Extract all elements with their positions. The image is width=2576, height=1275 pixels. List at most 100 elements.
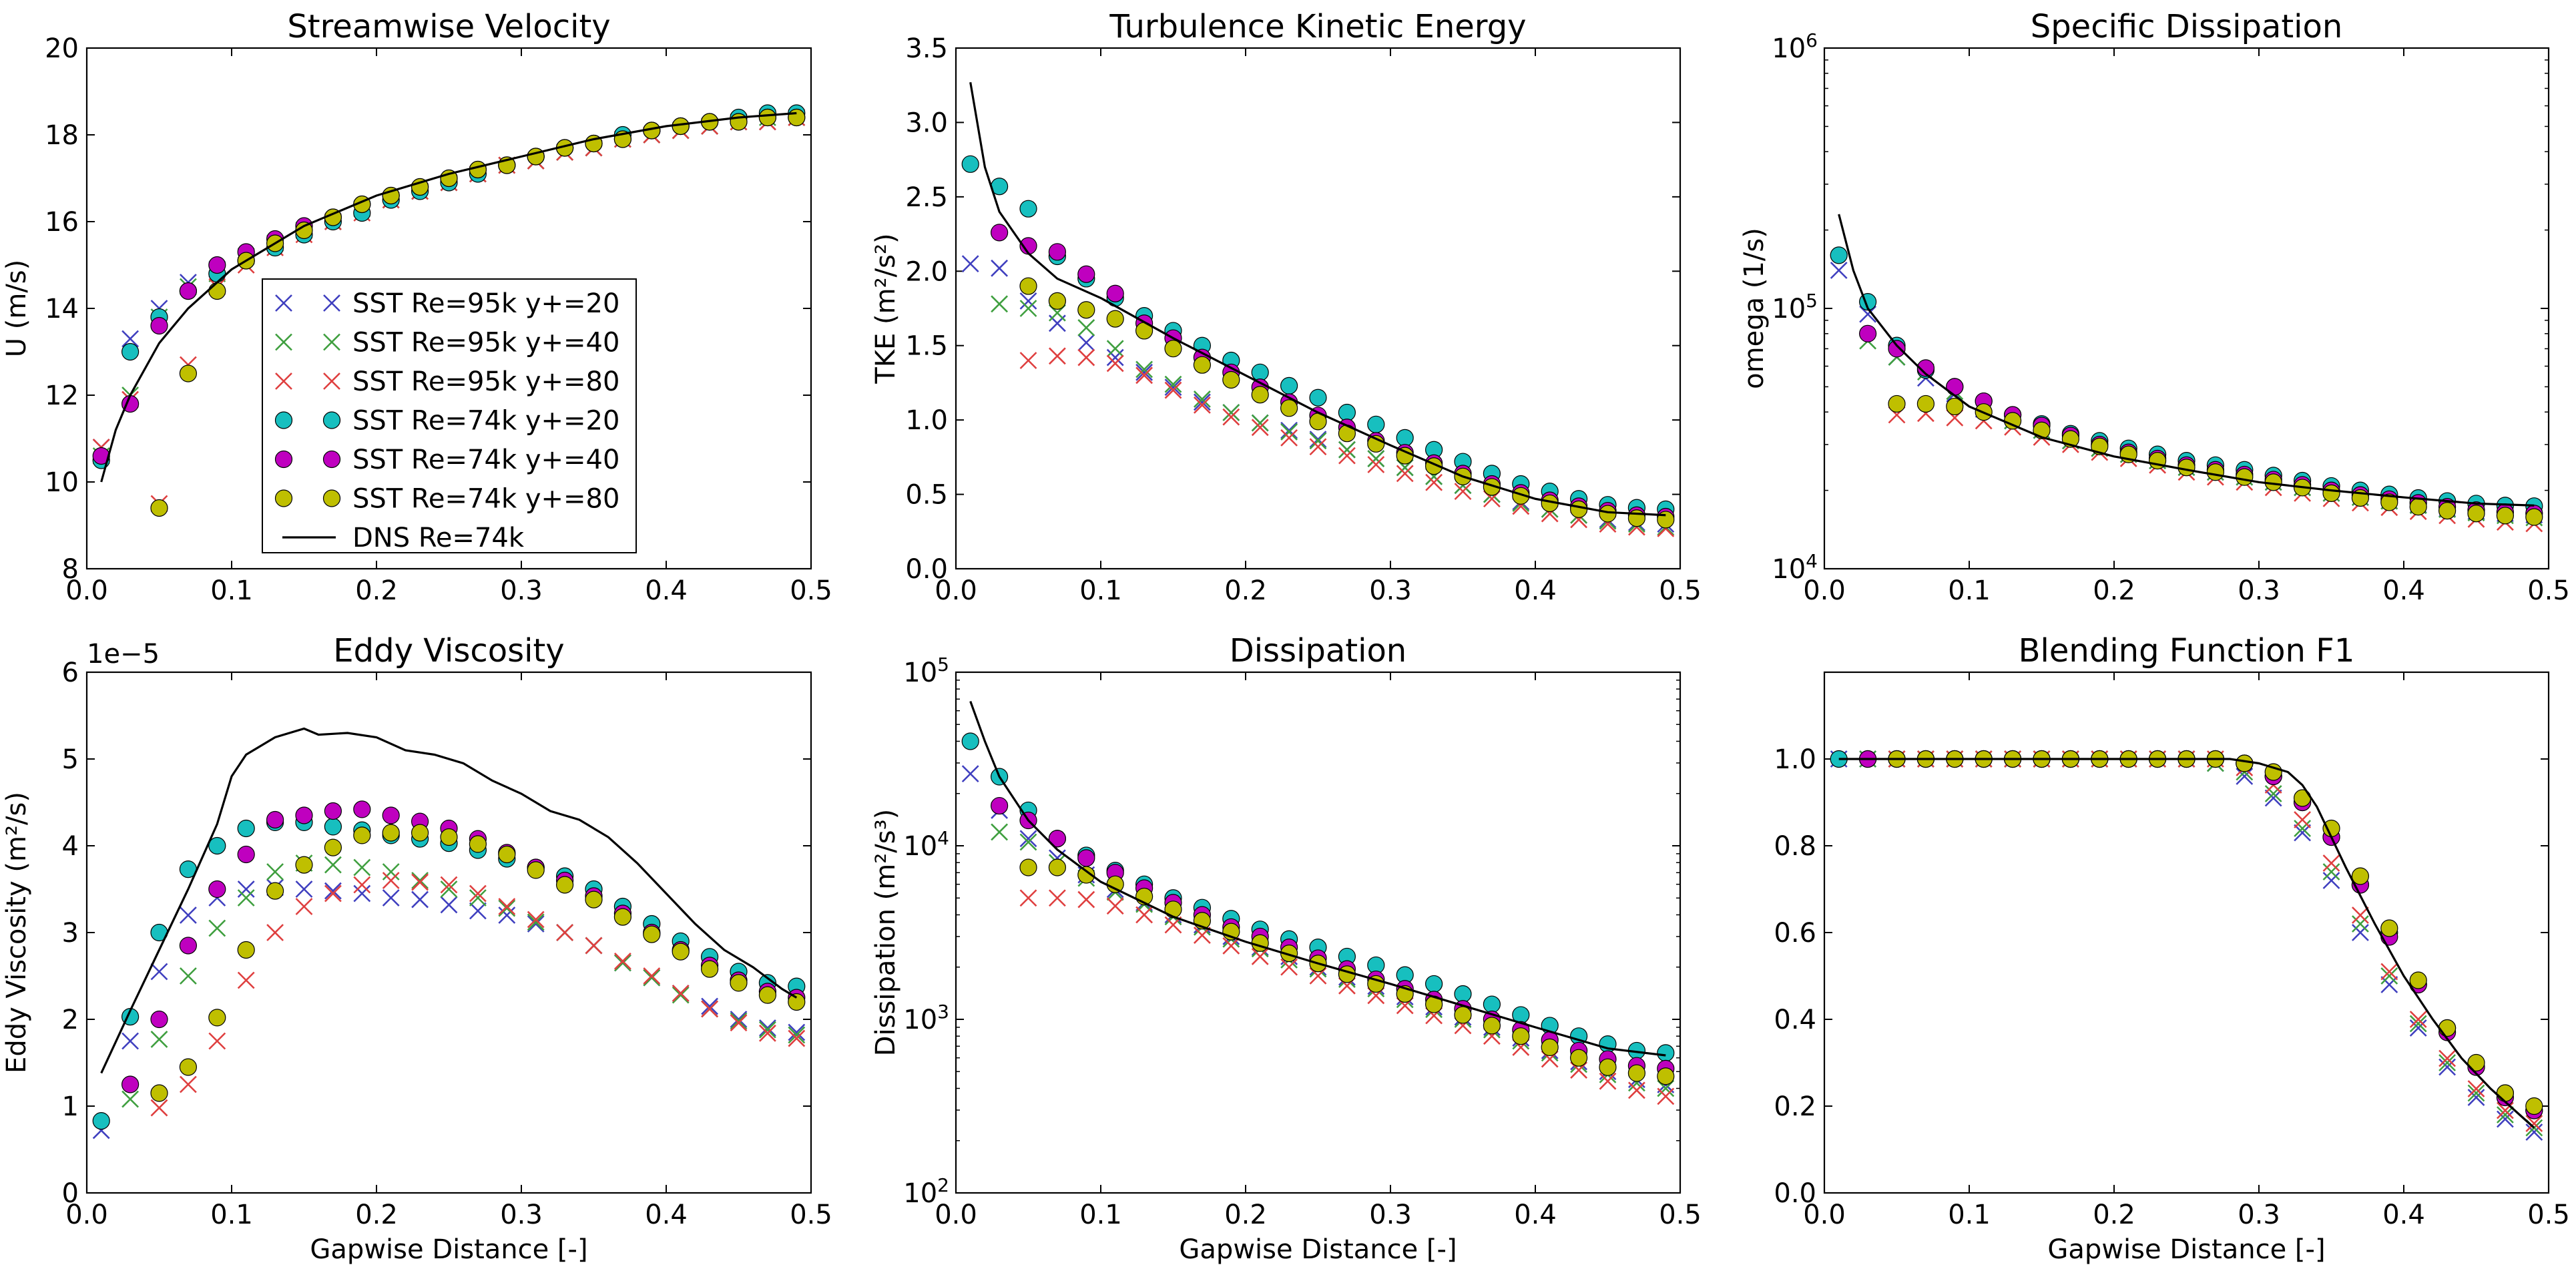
data-point xyxy=(150,1030,168,1048)
data-point xyxy=(411,873,429,891)
data-point xyxy=(150,499,168,517)
data-point xyxy=(1135,366,1153,385)
legend-marker xyxy=(322,489,341,507)
data-point xyxy=(1106,875,1124,893)
y-tick-label: 4 xyxy=(62,831,79,862)
data-point xyxy=(208,880,226,899)
data-point xyxy=(1570,500,1588,518)
data-point xyxy=(237,889,255,907)
x-tick-label: 0.0 xyxy=(935,575,977,606)
data-point xyxy=(2496,1106,2514,1123)
data-point xyxy=(237,819,255,838)
legend-entry: SST Re=95k y+=40 xyxy=(275,328,619,358)
legend-marker xyxy=(274,489,293,507)
series-sst-re-74k-y-80 xyxy=(1019,277,1675,529)
data-point xyxy=(1309,389,1327,407)
data-point xyxy=(150,1010,168,1029)
data-point xyxy=(1599,1072,1617,1090)
data-point xyxy=(266,924,284,941)
data-point xyxy=(2467,1053,2485,1072)
y-axis-label: Eddy Viscosity (m²/s) xyxy=(1,792,32,1073)
series-sst-re-95k-y-80 xyxy=(150,872,806,1117)
series-sst-re-95k-y-80 xyxy=(1888,750,2543,1132)
legend-label: SST Re=95k y+=20 xyxy=(352,288,619,319)
data-point xyxy=(353,858,371,876)
data-point xyxy=(1019,292,1037,310)
data-point xyxy=(1367,415,1385,433)
data-point xyxy=(2380,967,2398,985)
data-point xyxy=(758,108,777,127)
data-point xyxy=(1222,404,1240,421)
x-tick-label: 0.5 xyxy=(1659,1200,1702,1230)
data-point xyxy=(1077,319,1095,336)
data-point xyxy=(2351,907,2369,924)
data-point xyxy=(295,880,313,898)
y-tick-label: 3.0 xyxy=(905,107,948,138)
data-point xyxy=(1251,363,1269,381)
chart-title: Specific Dissipation xyxy=(2031,8,2343,45)
plot-frame xyxy=(85,671,812,1194)
data-point xyxy=(555,876,574,894)
series-line-dns-re-74k xyxy=(1838,214,2535,507)
data-point xyxy=(208,919,226,937)
x-axis-label: Gapwise Distance [-] xyxy=(2047,1234,2325,1265)
y-tick-label: 1 xyxy=(62,1091,79,1122)
data-point xyxy=(2322,854,2340,872)
x-tick-label: 0.2 xyxy=(2093,575,2135,606)
y-tick-label: 12 xyxy=(45,380,79,411)
data-point xyxy=(179,1058,197,1076)
data-point xyxy=(353,800,371,818)
data-point xyxy=(1280,423,1298,441)
x-tick-label: 0.1 xyxy=(210,575,253,606)
data-point xyxy=(1106,310,1124,328)
plot-frame xyxy=(1823,47,2550,570)
data-point xyxy=(150,963,168,981)
data-point xyxy=(1946,397,1964,416)
data-point xyxy=(1106,340,1124,358)
data-point xyxy=(2322,872,2340,889)
data-point xyxy=(1019,300,1037,317)
data-point xyxy=(1657,1067,1675,1085)
data-point xyxy=(1164,375,1182,393)
data-point xyxy=(92,1111,110,1130)
data-point xyxy=(382,872,400,889)
data-point xyxy=(1280,421,1298,439)
data-point xyxy=(1396,465,1414,483)
y-tick-label: 104 xyxy=(1772,550,1818,585)
data-point xyxy=(208,256,226,274)
data-point xyxy=(2177,459,2196,477)
y-tick-label: 0.5 xyxy=(905,480,948,511)
y-tick-label: 10 xyxy=(45,467,79,498)
legend-marker xyxy=(275,372,292,390)
data-point xyxy=(643,969,661,987)
data-point xyxy=(1222,370,1240,389)
data-point xyxy=(2525,1097,2543,1115)
chart-title: Streamwise Velocity xyxy=(287,8,610,45)
data-point xyxy=(382,806,400,824)
data-point xyxy=(1541,1038,1559,1056)
series-sst-re-74k-y-80 xyxy=(1019,858,1675,1085)
data-point xyxy=(498,899,516,917)
data-point xyxy=(295,856,313,874)
data-point xyxy=(2496,1110,2514,1128)
panel-specific-dissipation: Specific Dissipation 0.0 0.1 0.2 0.3 0.4 0.5 10… xyxy=(1739,8,2570,606)
data-point xyxy=(1193,393,1211,411)
data-point xyxy=(527,913,545,931)
legend-entry: SST Re=74k y+=20 xyxy=(274,406,619,437)
panel-eddy-viscosity: Eddy Viscosity 0.0 0.1 0.2 0.3 0.4 0.5 0 1 2 3 4 5 6 G… xyxy=(1,632,832,1265)
legend-label: SST Re=95k y+=40 xyxy=(352,328,619,358)
data-point xyxy=(961,255,979,273)
data-point xyxy=(266,863,284,880)
data-point xyxy=(1251,948,1269,965)
data-point xyxy=(1425,975,1443,993)
data-point xyxy=(440,876,458,894)
data-point xyxy=(991,823,1009,841)
series-line-dns-re-74k xyxy=(1838,758,2535,1129)
data-point xyxy=(2496,1084,2514,1102)
data-point xyxy=(1164,378,1182,397)
data-point xyxy=(1019,200,1037,218)
x-axis-label: Gapwise Distance [-] xyxy=(1179,1234,1457,1265)
chart-title: Blending Function F1 xyxy=(2019,632,2355,670)
data-point xyxy=(2438,1019,2457,1037)
data-point xyxy=(411,890,429,909)
